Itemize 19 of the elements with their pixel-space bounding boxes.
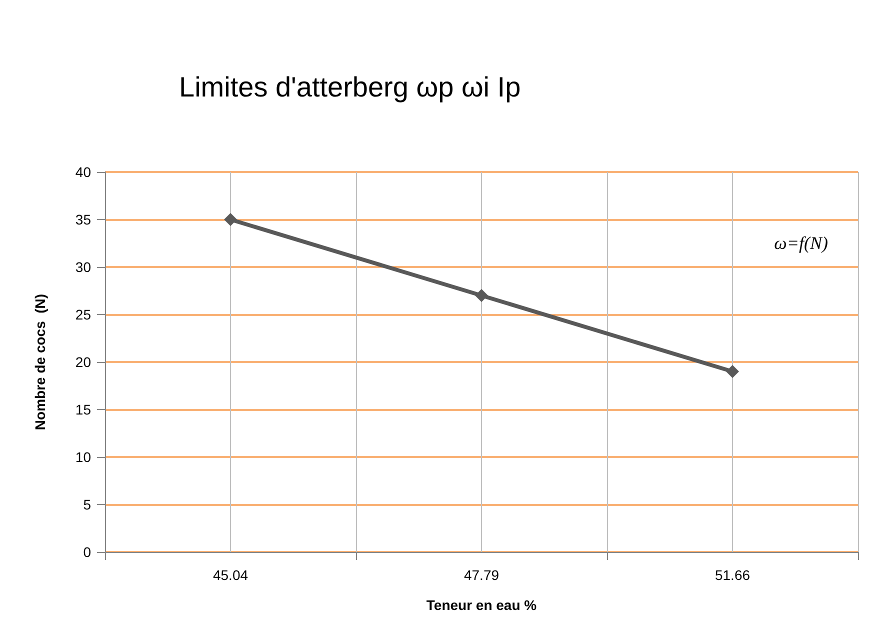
y-axis-title: Nombre de cocs (N) xyxy=(32,294,48,430)
y-tick-label: 0 xyxy=(83,544,92,560)
y-tick-label: 40 xyxy=(75,164,92,180)
point xyxy=(224,213,237,226)
x-tick-label: 45.04 xyxy=(212,567,248,583)
y-tick-label: 20 xyxy=(75,354,92,370)
x-tick-label: 51.66 xyxy=(714,567,750,583)
y-tick-label: 15 xyxy=(75,402,92,418)
y-tick-label: 30 xyxy=(75,259,92,275)
point xyxy=(726,365,739,378)
y-tick-label: 35 xyxy=(75,212,92,228)
y-tick-label: 10 xyxy=(75,449,92,465)
chart-title: Limites d'atterberg ωp ωi Ip xyxy=(179,72,521,102)
y-tick-label: 25 xyxy=(75,306,92,322)
x-axis-title: Teneur en eau % xyxy=(426,597,538,613)
y-tick-label: 5 xyxy=(83,496,92,512)
annotation: ω=f(N) xyxy=(774,233,828,253)
x-tick-label: 47.79 xyxy=(464,567,500,583)
point xyxy=(475,289,488,302)
